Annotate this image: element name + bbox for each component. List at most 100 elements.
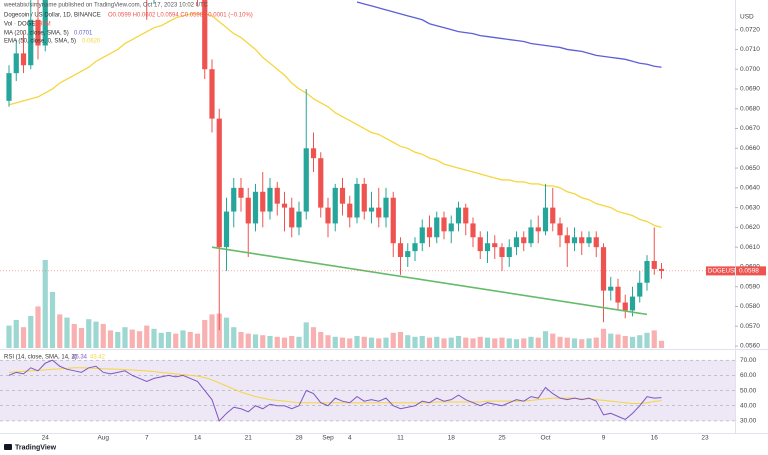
- volume-bar: [651, 330, 657, 348]
- volume-bar: [35, 306, 41, 348]
- price-tick-label: 0.0720: [740, 26, 760, 33]
- candle-body: [434, 217, 440, 238]
- candle-body: [477, 237, 483, 252]
- price-tick-label: 0.0570: [740, 323, 760, 330]
- volume-bar: [571, 338, 578, 348]
- volume-bar: [579, 339, 585, 348]
- volume-bar: [455, 336, 462, 348]
- volume-bar: [260, 335, 266, 348]
- x-tick-label: 16: [651, 435, 659, 442]
- rsi-tick-label: 50.00: [740, 387, 757, 394]
- volume-bar: [521, 338, 527, 348]
- volume-bar: [129, 329, 135, 348]
- volume-bar: [586, 338, 592, 348]
- candle-body: [492, 243, 498, 248]
- symbol-tag: DOGEUSD: [708, 268, 739, 274]
- rsi-sma-line: [8, 367, 662, 404]
- x-tick-label: 11: [397, 435, 404, 442]
- symbol-tag-box: [706, 266, 735, 276]
- volume-bar: [528, 336, 534, 348]
- volume-bar: [202, 320, 208, 348]
- candle-body: [274, 187, 280, 204]
- rsi-legend: RSI (14, close, SMA, 14, 2): [4, 355, 77, 361]
- candle-body: [20, 53, 27, 66]
- volume-bar: [376, 338, 382, 348]
- candle-body: [318, 158, 324, 208]
- indicator-line: [8, 13, 662, 229]
- candle-body: [608, 286, 614, 291]
- candle-body: [448, 223, 454, 232]
- volume-bar: [64, 317, 70, 348]
- candle-body: [557, 223, 563, 236]
- price-tick-label: 0.0650: [740, 165, 760, 172]
- volume-bar: [13, 320, 19, 348]
- candle-body: [658, 268, 665, 271]
- candle-body: [260, 191, 266, 212]
- candle-body: [209, 69, 215, 119]
- candle-body: [303, 148, 309, 212]
- volume-bar: [187, 332, 193, 348]
- candle-body: [550, 207, 556, 224]
- candle-body: [354, 183, 360, 218]
- price-unit: USD: [740, 14, 754, 21]
- volume-bar: [513, 339, 520, 348]
- volume-bar: [434, 336, 440, 348]
- candle-body: [296, 211, 302, 228]
- candle-body: [579, 237, 585, 244]
- candle-body: [267, 187, 273, 212]
- volume-bar: [209, 314, 215, 348]
- volume-bar: [78, 328, 85, 348]
- volume-bar: [622, 336, 628, 348]
- volume-bar: [144, 325, 150, 348]
- volume-bar: [347, 338, 353, 348]
- candle-body: [586, 237, 592, 244]
- candle-body: [470, 223, 476, 238]
- volume-bar: [339, 337, 346, 348]
- volume-bar: [463, 337, 469, 348]
- volume-bar: [361, 336, 367, 348]
- volume-bar: [57, 314, 63, 348]
- candle-body: [310, 148, 317, 159]
- candle-body: [216, 118, 222, 248]
- published-note: weetabix/simyname published on TradingVi…: [3, 3, 209, 9]
- candle-body: [42, 0, 48, 46]
- x-tick-label: Aug: [97, 435, 109, 442]
- indicator-line: [356, 1, 662, 68]
- x-tick-label: 25: [498, 435, 506, 442]
- volume-bar: [477, 336, 483, 348]
- price-tick-label: 0.0690: [740, 86, 760, 93]
- candle-body: [629, 296, 636, 311]
- price-tick-label: 0.0620: [740, 224, 760, 231]
- candle-body: [463, 207, 469, 224]
- volume-bar: [426, 337, 433, 348]
- price-tick-label: 0.0670: [740, 125, 760, 132]
- x-tick-label: Sep: [322, 435, 334, 442]
- candle-body: [361, 183, 367, 212]
- candle-body: [6, 73, 12, 101]
- candle-body: [521, 237, 527, 244]
- x-tick-label: 14: [194, 435, 202, 442]
- volume-bar: [542, 331, 549, 348]
- price-tick-label: 0.0640: [740, 185, 760, 192]
- volume-bar: [397, 332, 404, 348]
- ohlc-values: O0.0599 H0.0602 L0.0594 C0.0598 −0.0001 …: [108, 13, 253, 19]
- x-tick-label: 4: [348, 435, 352, 442]
- volume-bar: [499, 337, 505, 348]
- volume-bar: [122, 327, 128, 348]
- volume-bar: [448, 337, 454, 348]
- candle-body: [252, 191, 259, 224]
- candle-body: [347, 203, 353, 218]
- price-tick-label: 0.0660: [740, 145, 760, 152]
- volume-bar: [325, 335, 331, 348]
- candle-body: [289, 207, 295, 228]
- volume-bar: [368, 337, 375, 348]
- candle-body: [368, 207, 375, 212]
- rsi-sma-legend-value: 43.42: [90, 355, 106, 361]
- price-tick-label: 0.0630: [740, 204, 760, 211]
- candle-body: [513, 237, 520, 248]
- volume-bar: [252, 334, 259, 348]
- volume-bar: [550, 333, 556, 348]
- volume-bar: [223, 317, 230, 348]
- volume-bar: [600, 328, 607, 348]
- volume-bar: [42, 260, 48, 348]
